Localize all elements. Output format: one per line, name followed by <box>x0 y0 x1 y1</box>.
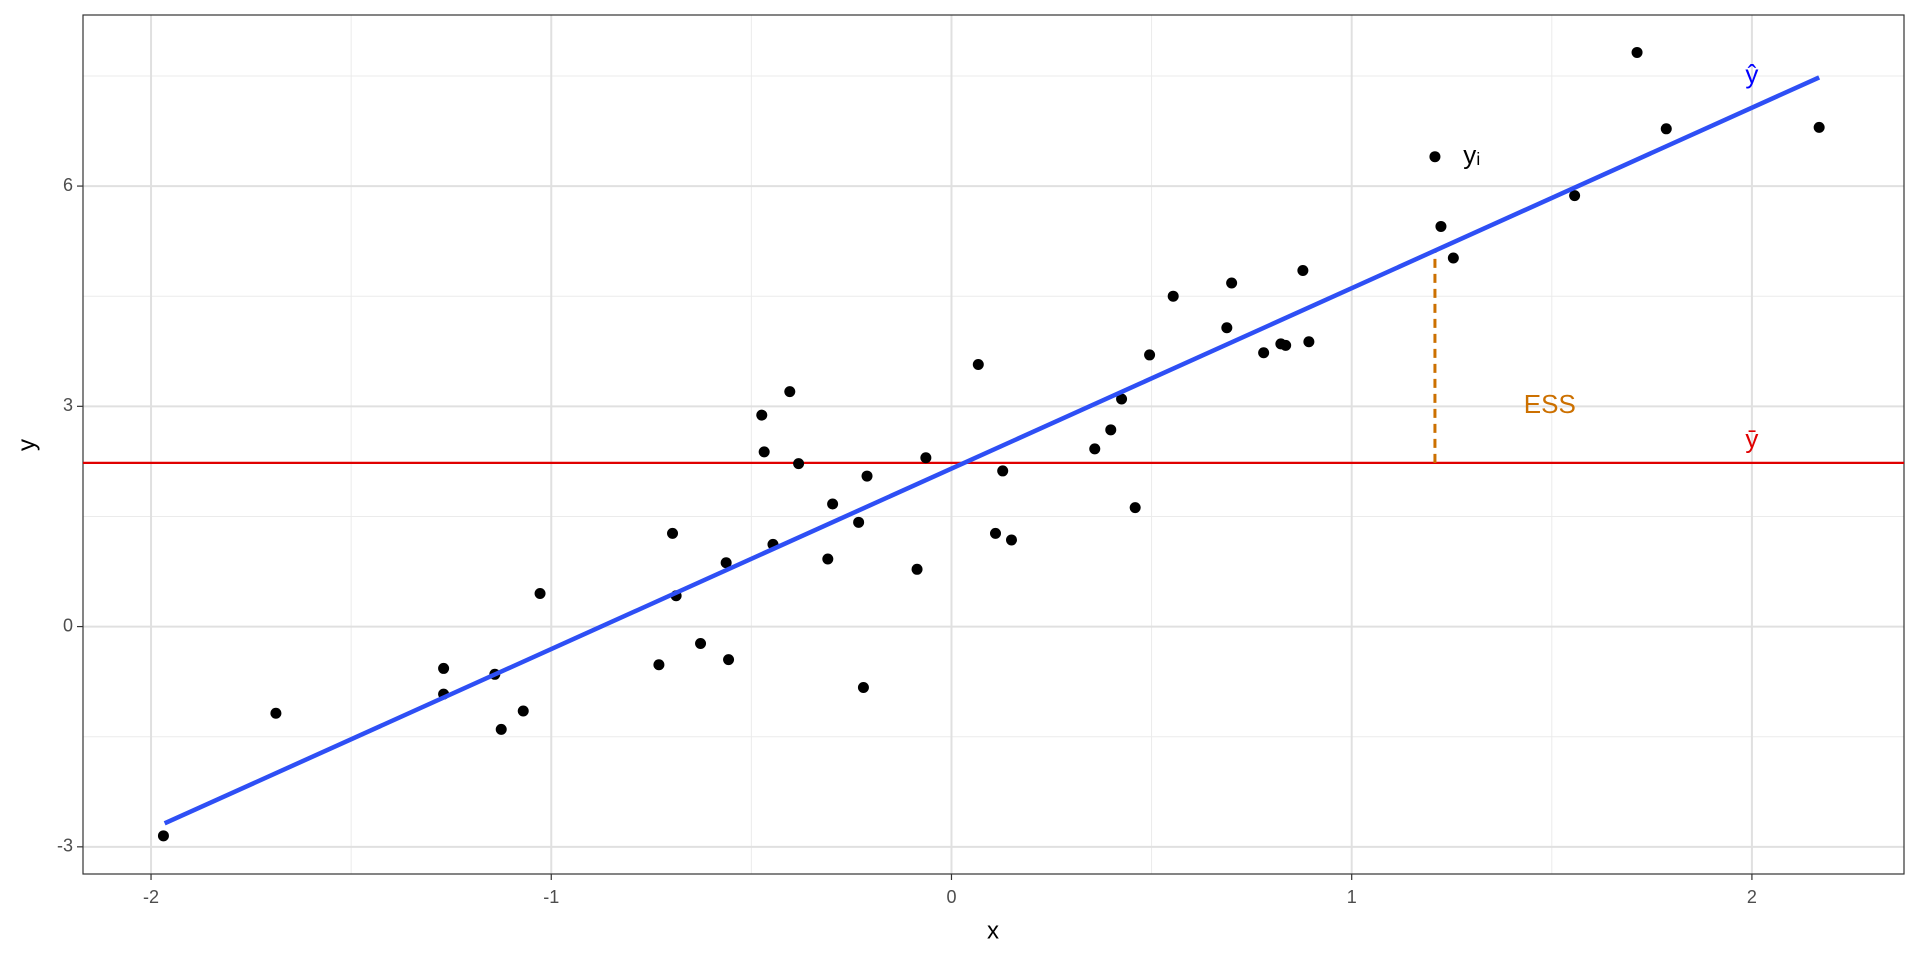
point <box>972 358 984 370</box>
point <box>758 446 770 458</box>
annotation: ȳ <box>1745 424 1758 454</box>
point <box>1447 252 1459 264</box>
point <box>1144 349 1156 361</box>
point <box>157 830 169 842</box>
point <box>920 452 932 464</box>
y-tick-label: 3 <box>63 395 73 415</box>
point <box>517 705 529 717</box>
point <box>1089 443 1101 455</box>
annotation: ŷ <box>1745 59 1758 89</box>
point <box>756 409 768 421</box>
point <box>1226 277 1238 289</box>
point <box>1258 347 1270 359</box>
point <box>1435 220 1447 232</box>
x-tick-label: 0 <box>946 887 956 907</box>
y-axis-title: y <box>13 439 40 451</box>
y-tick-label: -3 <box>57 836 73 856</box>
point <box>793 458 805 470</box>
point <box>1105 424 1117 436</box>
point <box>1116 393 1128 405</box>
point <box>861 470 873 482</box>
point <box>853 516 865 528</box>
point <box>723 654 735 666</box>
annotation: yᵢ <box>1463 140 1480 170</box>
point <box>827 498 839 510</box>
x-tick-label: 2 <box>1747 887 1757 907</box>
point <box>857 682 869 694</box>
fit-line <box>163 75 1821 826</box>
point <box>1006 534 1018 546</box>
x-tick-label: 1 <box>1347 887 1357 907</box>
point <box>1221 322 1233 334</box>
point <box>653 659 665 671</box>
panel-border <box>82 14 1905 875</box>
point <box>1813 121 1825 133</box>
point <box>1129 502 1141 514</box>
point <box>1303 336 1315 348</box>
annotation: ESS <box>1524 389 1576 419</box>
x-tick-label: -2 <box>143 887 159 907</box>
point <box>270 707 282 719</box>
point <box>911 563 923 575</box>
x-tick-label: -1 <box>543 887 559 907</box>
point <box>1167 290 1179 302</box>
point <box>1297 264 1309 276</box>
point <box>1429 151 1441 163</box>
point <box>1569 190 1581 202</box>
point <box>997 465 1009 477</box>
point <box>990 527 1002 539</box>
point <box>784 386 796 398</box>
point <box>695 637 707 649</box>
point <box>822 553 834 565</box>
point <box>1280 339 1292 351</box>
y-tick-label: 0 <box>63 615 73 635</box>
point <box>438 662 450 674</box>
y-tick-label: 6 <box>63 175 73 195</box>
point <box>667 527 679 539</box>
point <box>495 723 507 735</box>
point <box>720 557 732 569</box>
point <box>1631 46 1643 58</box>
point <box>1660 123 1672 135</box>
x-axis-title: x <box>987 917 999 944</box>
point <box>534 588 546 600</box>
